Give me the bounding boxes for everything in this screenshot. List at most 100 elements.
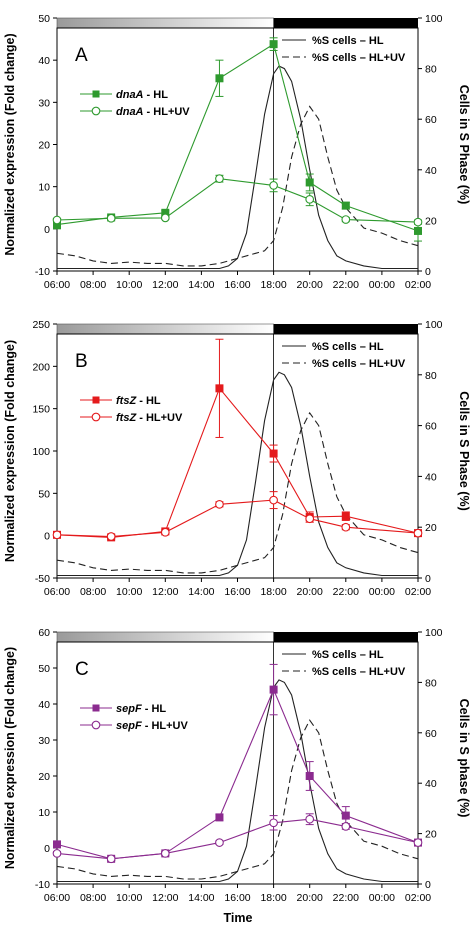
panel-label: B — [75, 351, 88, 372]
y-axis-title: Normalized expression (Fold change) — [3, 647, 17, 869]
y-tick-label: 10 — [38, 182, 50, 194]
expression-hluv-point — [341, 822, 351, 831]
expression-hluv-point — [52, 849, 62, 858]
expression-hluv-point — [215, 174, 224, 184]
x-tick-label: 06:00 — [44, 892, 70, 904]
expression-hluv-point — [305, 514, 315, 524]
x-tick-label: 14:00 — [188, 586, 214, 598]
expression-hluv-line — [56, 499, 419, 538]
y-tick-label: 20 — [38, 140, 50, 152]
panel-label: C — [75, 659, 89, 680]
x-tick-label: 00:00 — [369, 892, 395, 904]
expression-hl-point — [269, 685, 278, 694]
expression-hluv-point — [305, 194, 315, 204]
y2-tick-label: 100 — [425, 627, 443, 639]
expression-hl-line — [56, 43, 419, 232]
legend-label: ftsZ - HL+UV — [116, 412, 183, 424]
legend-label: sepF - HL+UV — [116, 720, 188, 732]
expression-hluv-point — [269, 818, 278, 828]
legend-label: %S cells – HL+UV — [312, 666, 406, 678]
expression-hl-point — [269, 449, 278, 458]
x-tick-label: 12:00 — [152, 586, 178, 598]
expression-hl-point — [305, 178, 314, 187]
expression-hluv-point — [215, 499, 224, 509]
y2-axis-title: Cells in S Phase (%) — [457, 85, 471, 204]
x-axis-title: Time — [224, 911, 253, 925]
y-tick-label: 60 — [38, 627, 50, 639]
y2-axis-title: Cells in S Phase (%) — [457, 391, 471, 510]
legend-marker — [92, 704, 100, 712]
x-tick-label: 18:00 — [260, 279, 286, 291]
s-phase-hluv-curve — [56, 411, 419, 574]
y2-tick-label: 40 — [425, 778, 437, 790]
s-phase-hluv-curve — [56, 105, 419, 267]
expression-hl-point — [53, 840, 61, 849]
expression-hl-point — [215, 384, 224, 393]
expression-hluv-point — [413, 838, 423, 847]
legend-label: %S cells – HL+UV — [312, 52, 406, 64]
dark-period-bar — [273, 18, 418, 28]
x-tick-label: 20:00 — [297, 892, 323, 904]
y2-tick-label: 80 — [425, 370, 437, 382]
x-tick-label: 10:00 — [116, 586, 142, 598]
y2-tick-label: 60 — [425, 114, 437, 126]
y-tick-label: 40 — [38, 55, 50, 67]
expression-hluv-point — [269, 495, 278, 505]
x-tick-label: 00:00 — [369, 279, 395, 291]
light-period-bar — [56, 323, 274, 335]
y-tick-label: 30 — [38, 735, 50, 747]
expression-hluv-point — [160, 849, 170, 858]
y-axis-title: Normalized expression (Fold change) — [3, 33, 17, 255]
plot-frame — [56, 27, 419, 272]
x-tick-label: 08:00 — [80, 279, 106, 291]
expression-hluv-point — [269, 181, 278, 190]
expression-hluv-point — [413, 528, 423, 538]
y2-tick-label: 100 — [425, 319, 443, 331]
y2-tick-label: 100 — [425, 13, 443, 25]
x-tick-label: 16:00 — [224, 586, 250, 598]
x-tick-label: 12:00 — [152, 892, 178, 904]
expression-hl-point — [341, 512, 350, 521]
expression-hl-point — [305, 772, 314, 780]
x-tick-label: 16:00 — [224, 279, 250, 291]
expression-hl-point — [341, 201, 350, 210]
x-tick-label: 22:00 — [333, 279, 359, 291]
y2-tick-label: 80 — [425, 64, 437, 76]
s-phase-hl-curve — [57, 679, 418, 883]
panel-c: 06:00 08:00 10:00 12:00 14:00 16:00 18:00 20:00… — [3, 627, 471, 904]
expression-hluv-point — [341, 215, 351, 224]
expression-hluv-line — [56, 818, 419, 860]
x-tick-label: 18:00 — [260, 586, 286, 598]
legend-label: %S cells – HL — [312, 35, 384, 47]
light-period-bar — [56, 17, 274, 29]
y-tick-label: 50 — [38, 13, 50, 25]
expression-hluv-point — [160, 213, 170, 223]
y2-tick-label: 60 — [425, 728, 437, 740]
x-tick-label: 22:00 — [333, 586, 359, 598]
x-tick-label: 06:00 — [44, 586, 70, 598]
x-tick-label: 16:00 — [224, 892, 250, 904]
legend-marker — [92, 396, 100, 404]
expression-hluv-line — [56, 178, 419, 223]
expression-hluv-point — [305, 814, 315, 824]
expression-hl-point — [414, 226, 422, 235]
y-tick-label: 50 — [38, 488, 50, 500]
panel-a: 06:00 08:00 10:00 12:00 14:00 16:00 18:00 20:00… — [3, 13, 471, 291]
y-tick-label: 40 — [38, 699, 50, 711]
x-tick-label: 10:00 — [116, 892, 142, 904]
expression-hluv-point — [52, 530, 62, 540]
y-tick-label: 0 — [44, 224, 50, 236]
x-tick-label: 18:00 — [260, 892, 286, 904]
y-tick-label: -10 — [35, 879, 50, 891]
y-axis-title: Normalized expression (Fold change) — [3, 340, 17, 562]
plot-frame — [56, 641, 419, 885]
y-tick-label: 200 — [32, 361, 50, 373]
x-tick-label: 20:00 — [297, 586, 323, 598]
x-tick-label: 12:00 — [152, 279, 178, 291]
expression-hl-point — [341, 811, 350, 820]
y2-tick-label: 0 — [425, 879, 431, 891]
expression-hluv-point — [215, 838, 224, 847]
y-tick-label: 150 — [32, 404, 50, 416]
y2-tick-label: 20 — [425, 829, 437, 841]
s-phase-hl-curve — [57, 371, 418, 577]
